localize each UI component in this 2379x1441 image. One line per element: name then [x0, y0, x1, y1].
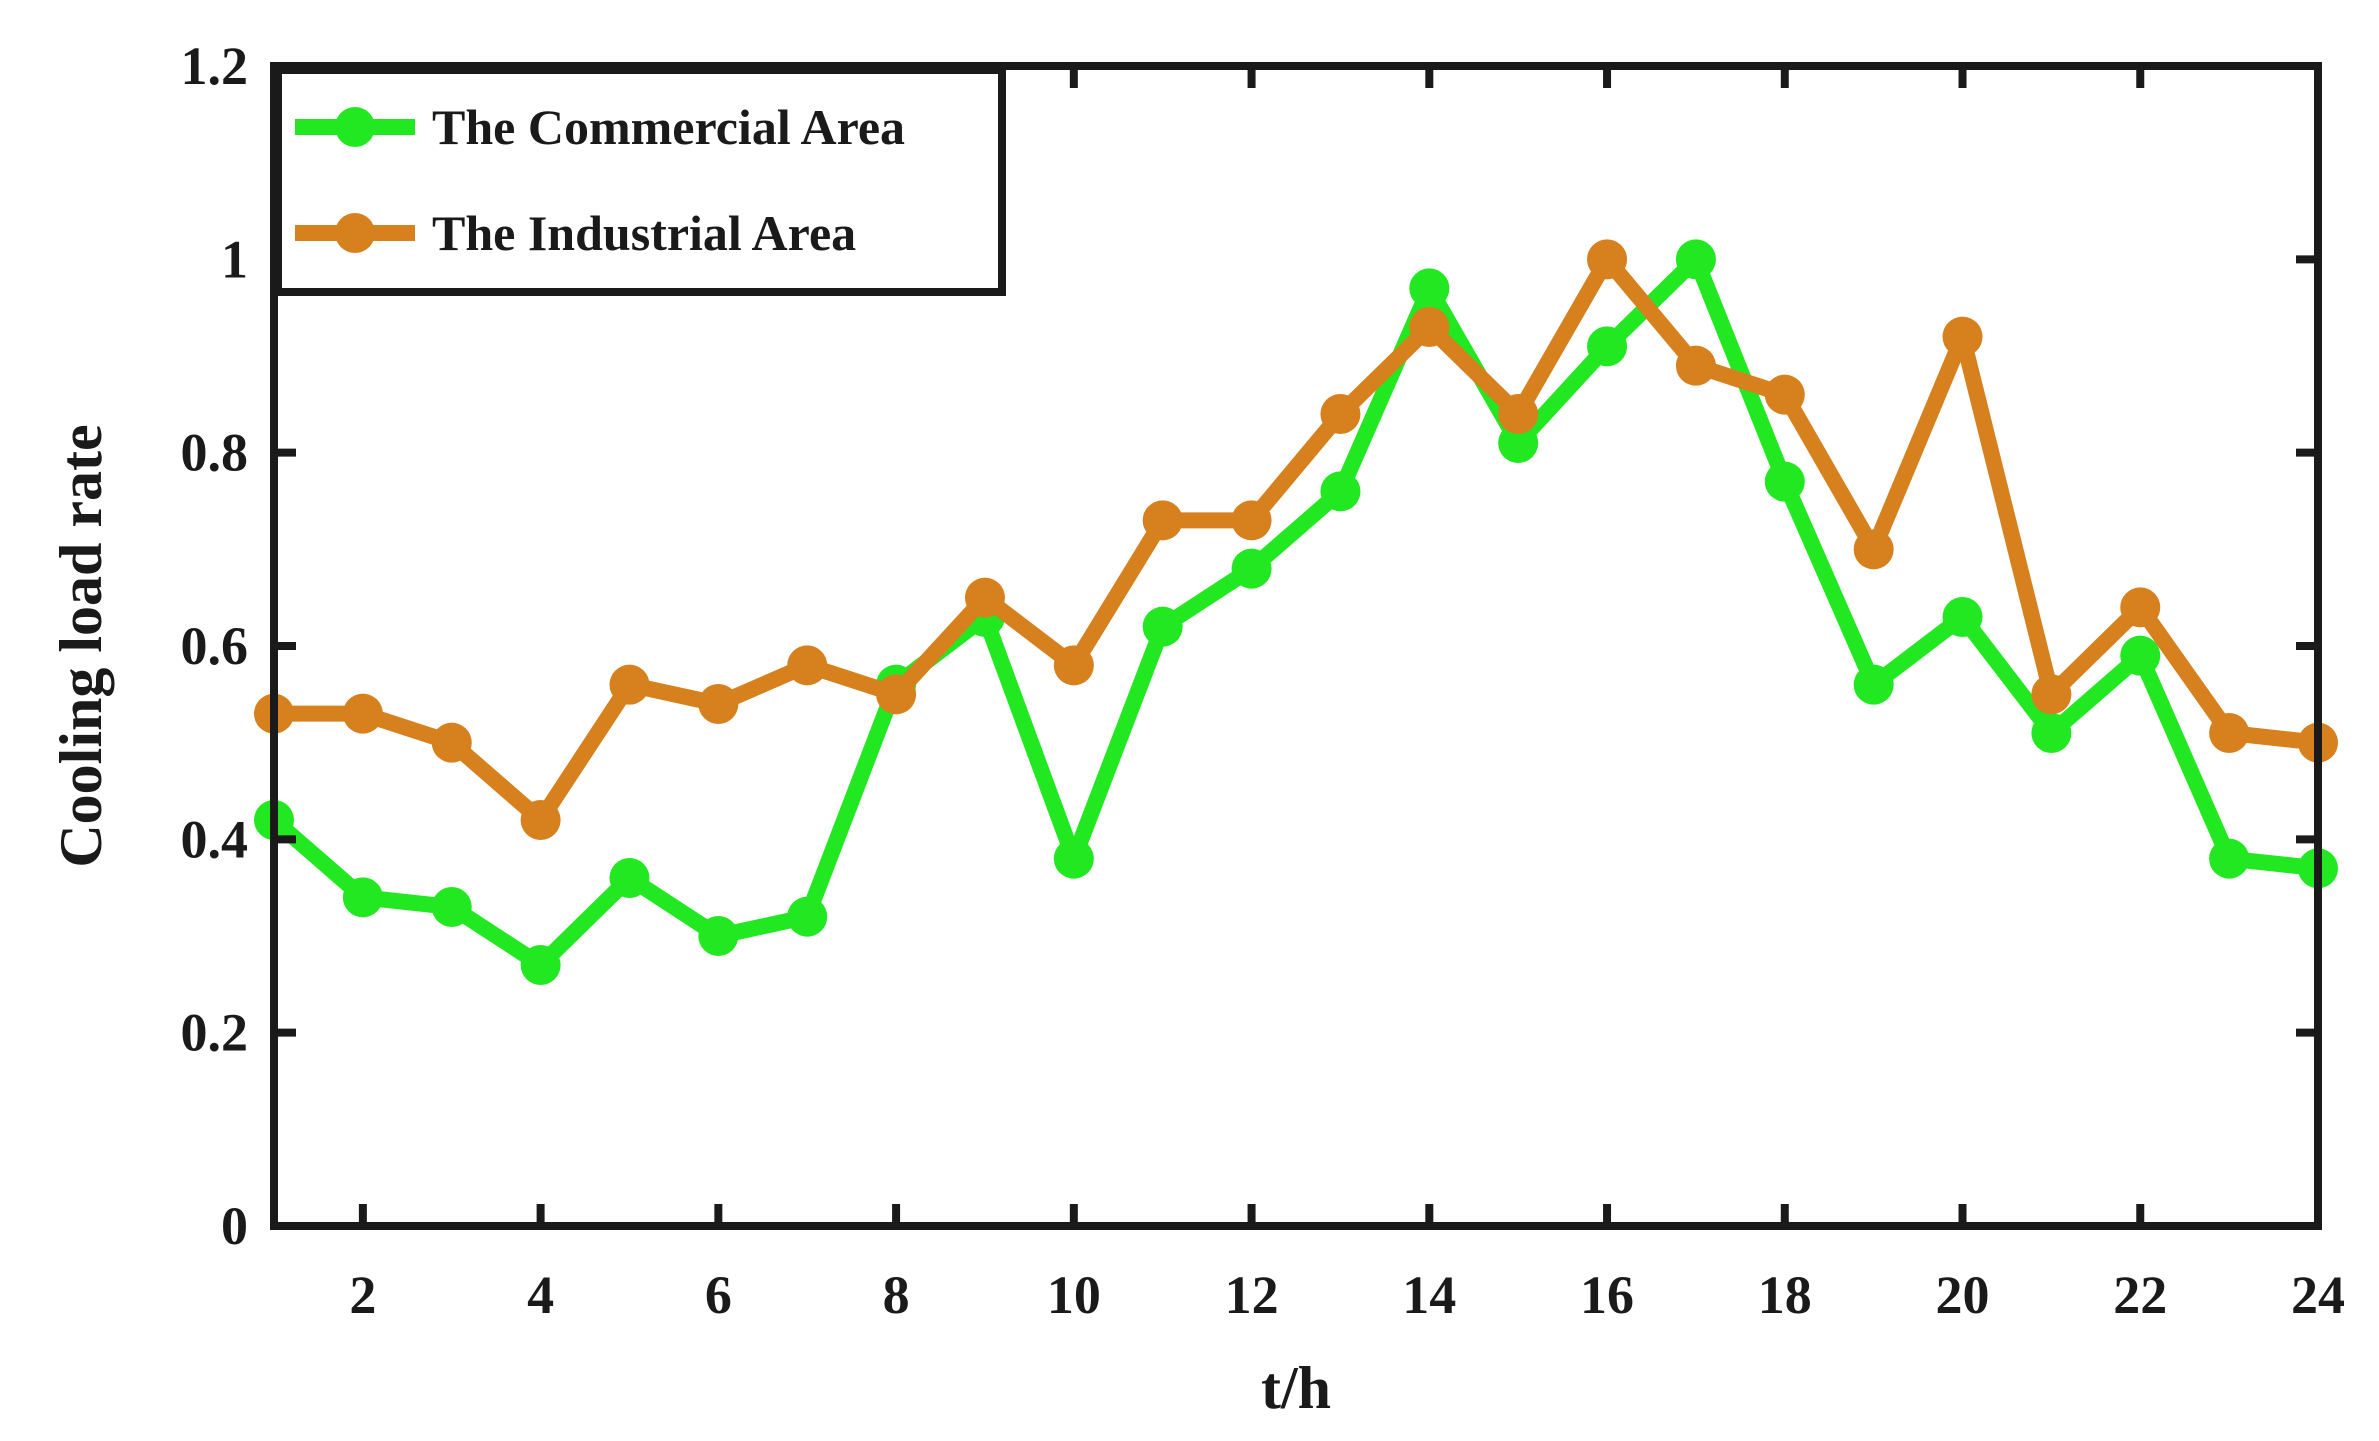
- data-point: [520, 800, 561, 840]
- data-point: [876, 674, 917, 715]
- data-point: [342, 877, 383, 918]
- data-point: [698, 916, 739, 956]
- x-axis-title: t/h: [1261, 1355, 1331, 1421]
- x-tick-label: 18: [1758, 1265, 1812, 1325]
- series-line: [274, 251, 2319, 828]
- data-point: [1942, 316, 1983, 357]
- data-point: [609, 664, 650, 705]
- y-axis-title: Cooling load rate: [48, 424, 114, 867]
- x-tick-label: 16: [1580, 1265, 1634, 1325]
- legend-label: The Commercial Area: [432, 99, 905, 155]
- legend-label: The Industrial Area: [432, 205, 856, 261]
- x-tick-label: 2: [349, 1265, 376, 1325]
- legend-marker: [335, 107, 375, 147]
- y-tick-label: 1.2: [181, 36, 249, 96]
- data-point: [1320, 394, 1361, 434]
- data-point: [520, 945, 561, 985]
- y-tick-label: 0.6: [181, 616, 249, 676]
- data-point: [1053, 645, 1094, 686]
- data-point: [2209, 838, 2250, 879]
- x-tick-label: 4: [527, 1265, 554, 1325]
- series-line: [268, 251, 2319, 973]
- data-point: [787, 896, 828, 937]
- y-tick-label: 0.8: [181, 423, 249, 483]
- legend-box: [274, 66, 1006, 296]
- x-tick-label: 22: [2113, 1265, 2167, 1325]
- x-tick-label: 24: [2291, 1265, 2345, 1325]
- x-tick-label: 6: [705, 1265, 732, 1325]
- legend-marker: [335, 213, 375, 253]
- data-point: [1498, 423, 1539, 463]
- data-point: [1675, 239, 1716, 280]
- data-point: [787, 645, 828, 686]
- data-point: [964, 577, 1005, 618]
- data-point: [1053, 838, 1094, 879]
- data-point: [1231, 500, 1272, 541]
- data-point: [431, 722, 472, 763]
- x-tick-label: 14: [1402, 1265, 1456, 1325]
- data-point: [2209, 713, 2250, 753]
- data-point: [1409, 307, 1450, 347]
- data-point: [2031, 713, 2072, 753]
- data-point: [1853, 664, 1894, 705]
- data-point: [2031, 674, 2072, 715]
- data-point: [431, 887, 472, 927]
- data-point: [1853, 529, 1894, 570]
- data-point: [1142, 500, 1183, 541]
- data-point: [2120, 587, 2161, 628]
- data-point: [2120, 635, 2161, 676]
- data-point: [1498, 394, 1539, 434]
- x-tick-label: 20: [1936, 1265, 1990, 1325]
- data-point: [1942, 597, 1983, 637]
- data-point: [1764, 374, 1805, 415]
- data-point: [1142, 606, 1183, 647]
- y-tick-label: 0.4: [181, 809, 249, 869]
- data-point: [1587, 326, 1628, 367]
- x-tick-label: 8: [883, 1265, 910, 1325]
- data-point: [1587, 239, 1628, 280]
- legend: The Commercial Area The Industrial Area: [274, 66, 1006, 296]
- data-point: [342, 693, 383, 734]
- x-tick-label: 10: [1047, 1265, 1101, 1325]
- series-commercial-area: [254, 239, 2338, 985]
- data-point: [609, 858, 650, 898]
- x-tick-label: 12: [1225, 1265, 1279, 1325]
- data-point: [1320, 471, 1361, 512]
- plot-frame: [270, 62, 2322, 1230]
- data-point: [1764, 461, 1805, 502]
- data-point: [1409, 268, 1450, 309]
- y-tick-label: 0.2: [181, 1003, 249, 1063]
- data-point: [698, 684, 739, 724]
- data-point: [1675, 345, 1716, 386]
- y-tick-label: 0: [221, 1196, 248, 1256]
- data-point: [1231, 548, 1272, 589]
- y-tick-label: 1: [221, 229, 248, 289]
